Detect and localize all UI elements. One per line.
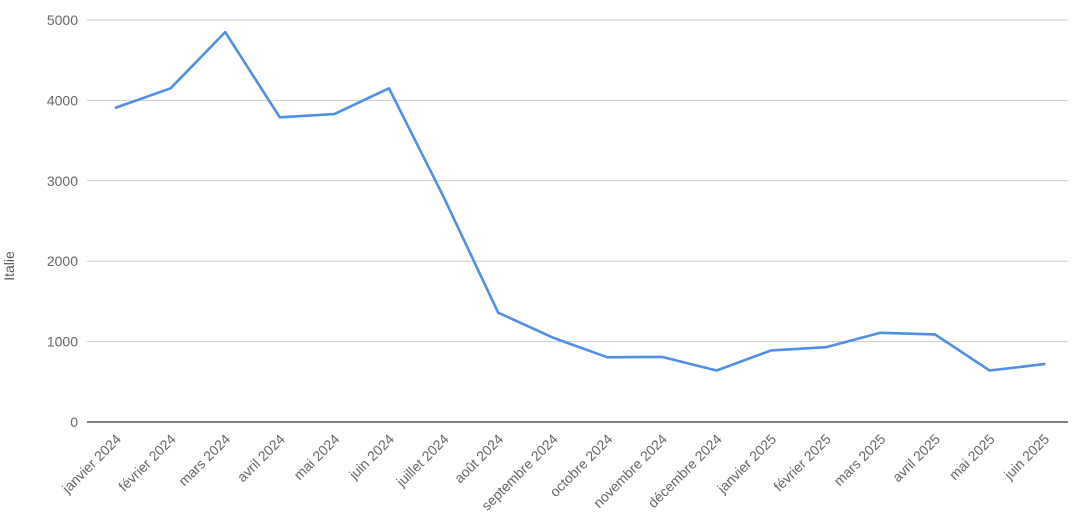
- y-tick-label: 4000: [47, 92, 78, 108]
- x-tick-label: janvier 2024: [58, 431, 124, 497]
- x-tick-label: juin 2024: [345, 431, 397, 483]
- x-tick-label: mai 2025: [946, 431, 998, 483]
- y-axis-title: Italie: [1, 251, 17, 281]
- x-tick-label: mai 2024: [290, 431, 342, 483]
- x-tick-label: août 2024: [451, 431, 507, 487]
- y-tick-label: 0: [70, 414, 78, 430]
- series-line: [114, 30, 1046, 372]
- x-tick-label: janvier 2025: [713, 431, 779, 497]
- x-tick-label: avril 2024: [234, 431, 288, 485]
- series-lines: [114, 30, 1046, 372]
- y-tick-label: 3000: [47, 173, 78, 189]
- x-tick-label: mars 2025: [830, 431, 888, 489]
- x-tick-label: juin 2025: [1000, 431, 1052, 483]
- y-axis-ticks: 0 1000 2000 3000 4000 5000: [47, 12, 78, 430]
- x-tick-label: juillet 2024: [392, 431, 452, 491]
- x-tick-label: février 2024: [115, 431, 179, 495]
- y-tick-label: 5000: [47, 12, 78, 28]
- y-tick-label: 2000: [47, 253, 78, 269]
- x-tick-label: février 2025: [770, 431, 834, 495]
- x-tick-label: mars 2024: [175, 431, 233, 489]
- gridlines: [87, 19, 1068, 423]
- x-tick-label: avril 2025: [889, 431, 943, 485]
- y-tick-label: 1000: [47, 334, 78, 350]
